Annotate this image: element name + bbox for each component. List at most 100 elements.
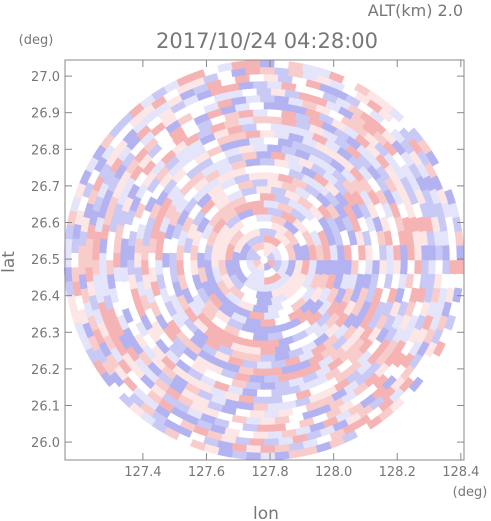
echo-cell [350,259,360,276]
echo-cell [249,101,265,110]
echo-cell [196,251,205,269]
plot-frame [64,59,465,461]
y-tick-label: 26.3 [31,326,60,341]
x-tick-label: 127.4 [124,465,161,480]
echo-cell [252,178,269,188]
echo-cell [84,266,94,283]
echo-cell [259,347,276,356]
echo-cell [260,382,276,391]
echo-cell [182,252,191,268]
echo-cell [270,87,287,97]
echo-cell [385,244,395,261]
echo-cell [414,259,423,275]
echo-cell [248,136,265,146]
echo-cell [259,164,276,173]
echo-cell [231,60,247,70]
echo-cell [255,185,273,194]
echo-cell [428,245,437,261]
echo-cell [84,252,93,268]
y-tick-label: 26.2 [31,363,60,378]
echo-cell [343,259,353,276]
echo-cell [357,259,367,276]
echo-cell [245,94,261,104]
y-tick-label: 26.0 [31,436,60,451]
y-tick-label: 26.9 [31,107,60,122]
echo-cell [357,244,367,261]
echo-cell [105,259,114,275]
echo-cell [256,389,272,398]
echo-cell [454,273,464,290]
echo-field [63,59,465,461]
echo-cell [267,80,283,90]
echo-cell [267,430,283,440]
echo-cell [255,298,273,307]
echo-cell [267,402,283,412]
echo-cell [248,339,265,349]
echo-cell [260,59,276,68]
echo-cell [442,259,451,275]
echo-cell [399,259,409,276]
echo-cell [350,244,360,261]
echo-cell [248,171,265,181]
echo-cell [456,245,465,261]
echo-cell [245,444,261,454]
echo-cell [252,396,268,405]
echo-cell [154,244,164,261]
echo-cell [371,244,381,261]
echo-cell [449,259,458,275]
echo-cell [259,192,276,202]
x-tick-label: 128.4 [442,465,479,480]
echo-cell [241,87,258,97]
echo-cell [256,150,272,159]
y-unit: (deg) [19,33,54,48]
echo-cell [245,66,261,76]
echo-cell [414,245,423,261]
echo-cell [260,452,276,461]
echo-cell [421,259,430,275]
echo-cell [454,230,464,247]
echo-cell [70,266,80,283]
altitude: ALT(km) 2.0 [368,1,463,20]
echo-cell [407,259,416,275]
echo-cell [77,259,86,275]
echo-cell [435,245,444,261]
echo-cell [210,251,219,269]
echo-cell [175,244,185,261]
echo-cell [140,244,150,261]
echo-cell [147,252,156,268]
y-tick-label: 26.6 [31,216,60,231]
echo-cell [256,361,272,370]
echo-cell [267,115,283,125]
echo-cell [249,73,265,82]
echo-cell [252,431,268,440]
echo-cell [407,245,416,261]
echo-cell [263,136,280,146]
echo-cell [252,80,268,89]
echo-cell [231,450,247,460]
echo-cell [260,66,276,75]
echo-cell [364,244,374,261]
echo-cell [392,259,402,276]
echo-cell [256,424,272,433]
echo-cell [248,374,265,384]
y-tick-label: 26.4 [31,290,60,305]
echo-cell [256,87,272,96]
echo-cell [263,73,279,82]
echo-cell [126,244,136,261]
echo-cell [245,416,261,426]
echo-cell [267,395,283,405]
echo-cell [260,94,276,103]
echo-cell [263,410,279,419]
echo-cell [435,259,444,275]
echo-cell [105,245,114,261]
y-tick-label: 27.0 [31,70,60,85]
y-axis-label: lat [0,251,19,273]
echo-cell [442,245,451,261]
echo-cell [385,259,395,276]
echo-cell [249,410,265,419]
echo-cell [252,115,268,124]
echo-cell [378,259,388,276]
echo-cell [260,129,276,138]
echo-cell [260,157,276,166]
